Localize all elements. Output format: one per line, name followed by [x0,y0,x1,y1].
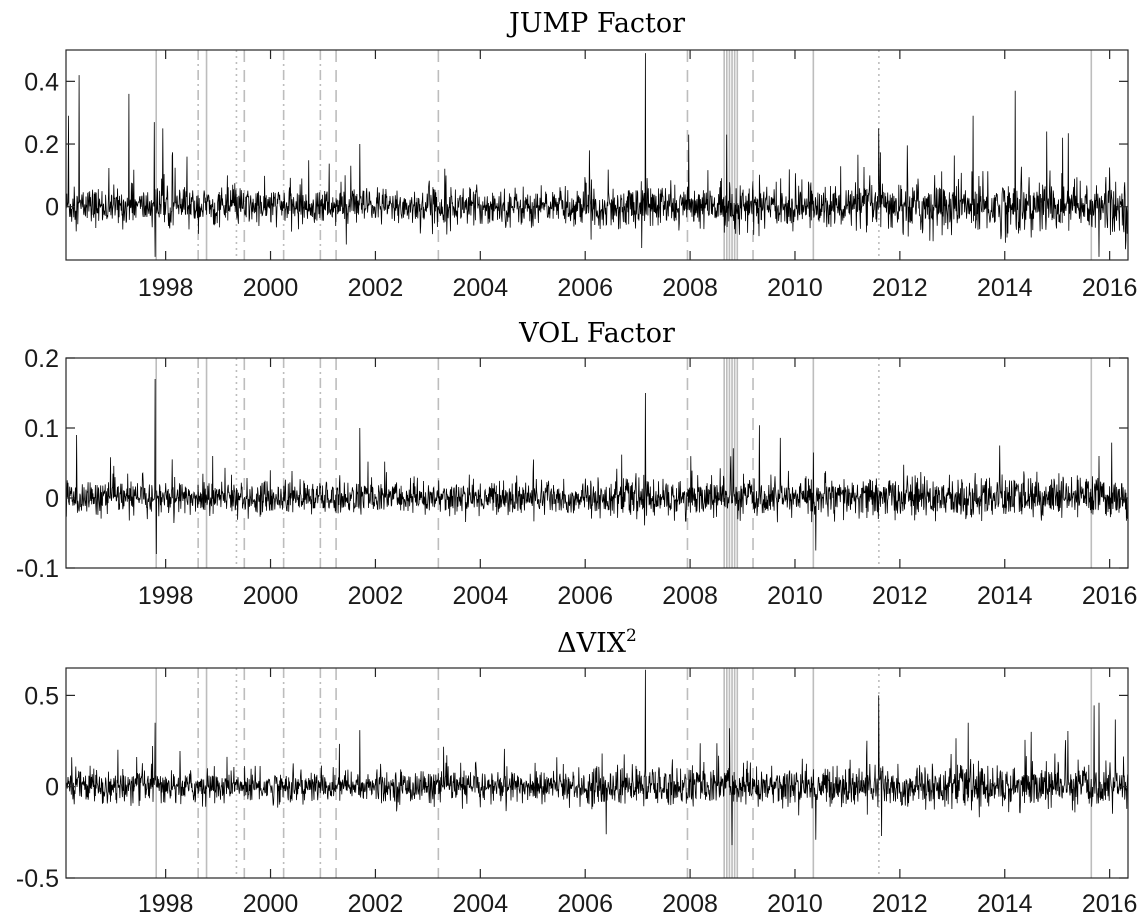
chart-panel-2: VOL Factor 1998 2000 2002 2004 2006 2008 2010 20… [16,318,1138,610]
series-line [66,53,1128,257]
x-tick-label: 2000 [243,274,299,302]
x-tick-label: 2006 [557,274,613,302]
y-tick-label: 0.1 [24,415,59,443]
x-tick-label: 2008 [662,274,718,302]
x-tick-label: 1998 [138,890,194,918]
y-tick-label: -0.1 [16,555,59,583]
y-tick-label: 0.5 [24,682,59,710]
x-tick-label: 2000 [243,890,299,918]
x-tick-label: 2014 [977,274,1033,302]
axes-frame [65,49,1129,261]
chart-title: JUMP Factor [506,8,685,39]
y-tick-label: 0.4 [24,68,59,96]
event-lines [155,50,1093,260]
x-tick-label: 2008 [662,582,718,610]
y-tick-label: 0.2 [24,345,59,373]
y-tick-label: 0 [45,194,59,222]
series-line [66,669,1128,846]
series-line [66,378,1128,555]
x-tick-label: 2004 [452,890,508,918]
axes-frame [65,667,1129,879]
x-tick-label: 2010 [767,890,823,918]
x-tick-label: 2016 [1082,274,1138,302]
x-tick-label: 2004 [452,274,508,302]
y-tick-label: -0.5 [16,865,59,893]
x-tick-label: 2010 [767,582,823,610]
x-tick-label: 2010 [767,274,823,302]
chart-panel-1: JUMP Factor 1998 2000 2002 2004 2006 2008 2010 2… [24,8,1137,302]
event-lines [155,358,1093,568]
chart-title: ΔVIX2 [557,626,637,659]
x-tick-label: 2002 [348,890,404,918]
x-tick-label: 2004 [452,582,508,610]
x-tick-label: 2014 [977,582,1033,610]
x-tick-label: 1998 [138,274,194,302]
x-tick-label: 2012 [872,582,928,610]
x-tick-label: 2002 [348,274,404,302]
chart-title-superscript: 2 [626,626,637,646]
x-tick-label: 2002 [348,582,404,610]
y-tick-label: 0 [45,485,59,513]
axes-frame [65,357,1129,569]
x-tick-label: 1998 [138,582,194,610]
x-tick-label: 2014 [977,890,1033,918]
x-tick-label: 2012 [872,274,928,302]
x-tick-label: 2000 [243,582,299,610]
chart-title: VOL Factor [518,318,675,349]
x-tick-label: 2008 [662,890,718,918]
x-tick-label: 2016 [1082,582,1138,610]
chart-panel-3: ΔVIX2 1998 2000 2002 2004 2006 2008 2010 2012 201… [16,626,1138,918]
y-tick-label: 0.2 [24,131,59,159]
y-tick-label: 0 [45,774,59,802]
x-tick-label: 2006 [557,582,613,610]
x-tick-label: 2012 [872,890,928,918]
x-tick-label: 2006 [557,890,613,918]
x-tick-label: 2016 [1082,890,1138,918]
